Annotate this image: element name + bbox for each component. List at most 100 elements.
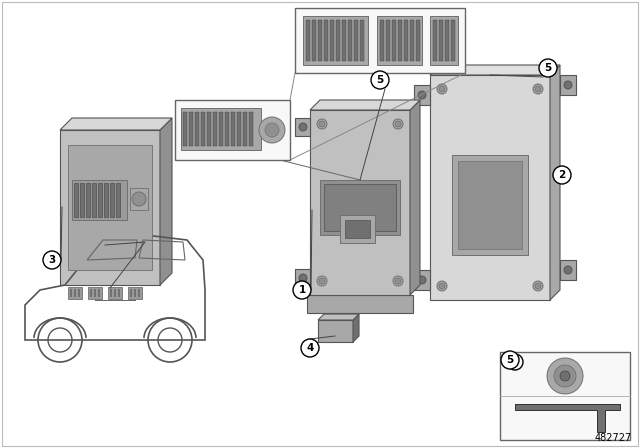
Bar — [183, 112, 187, 146]
Bar — [500, 352, 630, 440]
Bar — [416, 20, 420, 61]
Circle shape — [533, 281, 543, 291]
Bar — [118, 289, 120, 297]
Polygon shape — [414, 270, 430, 290]
Circle shape — [547, 358, 583, 394]
Polygon shape — [430, 75, 550, 300]
Bar — [324, 20, 328, 61]
Circle shape — [418, 91, 426, 99]
Circle shape — [265, 123, 279, 137]
Circle shape — [564, 81, 572, 89]
Bar — [134, 289, 136, 297]
Text: 1: 1 — [298, 285, 306, 295]
Bar — [354, 20, 358, 61]
Bar — [243, 112, 247, 146]
Bar — [324, 184, 396, 231]
Circle shape — [299, 274, 307, 282]
Circle shape — [395, 278, 401, 284]
Polygon shape — [550, 65, 560, 300]
Bar — [181, 108, 261, 150]
Bar — [336, 20, 340, 61]
Bar — [130, 188, 148, 210]
Bar — [345, 220, 370, 238]
Bar — [237, 112, 241, 146]
Circle shape — [43, 251, 61, 269]
Bar — [458, 161, 522, 249]
Bar — [114, 289, 116, 297]
Bar — [306, 20, 310, 61]
Bar — [213, 112, 217, 146]
Bar — [88, 287, 102, 299]
Bar — [439, 20, 443, 61]
Polygon shape — [318, 320, 353, 342]
Polygon shape — [160, 118, 172, 285]
Bar — [92, 183, 96, 217]
Bar — [312, 20, 316, 61]
Bar — [98, 183, 102, 217]
Circle shape — [533, 84, 543, 94]
Polygon shape — [353, 314, 359, 342]
Bar — [433, 20, 437, 61]
Circle shape — [535, 86, 541, 92]
Bar — [72, 180, 127, 220]
Circle shape — [301, 339, 319, 357]
Bar — [207, 112, 211, 146]
Circle shape — [439, 283, 445, 289]
Bar — [410, 20, 414, 61]
Text: 5: 5 — [376, 75, 383, 85]
Bar — [430, 16, 458, 65]
Bar — [110, 183, 114, 217]
Bar — [445, 20, 449, 61]
Circle shape — [299, 123, 307, 131]
Polygon shape — [515, 404, 620, 432]
Circle shape — [507, 354, 523, 370]
Bar — [104, 183, 108, 217]
Bar — [128, 287, 142, 299]
Bar — [94, 289, 96, 297]
Bar — [68, 287, 82, 299]
Bar — [201, 112, 205, 146]
Bar — [348, 20, 352, 61]
Bar — [320, 180, 400, 235]
Circle shape — [437, 281, 447, 291]
Bar — [74, 289, 76, 297]
Text: 482727: 482727 — [595, 433, 632, 443]
Circle shape — [293, 281, 311, 299]
Circle shape — [535, 283, 541, 289]
Bar — [340, 215, 375, 243]
Bar — [404, 20, 408, 61]
Bar — [249, 112, 253, 146]
Bar — [130, 289, 132, 297]
Text: 4: 4 — [307, 343, 314, 353]
Bar — [318, 20, 322, 61]
Circle shape — [319, 121, 325, 127]
Bar — [116, 183, 120, 217]
Bar — [90, 289, 92, 297]
Circle shape — [553, 166, 571, 184]
Bar — [189, 112, 193, 146]
Bar — [342, 20, 346, 61]
Bar — [386, 20, 390, 61]
Bar — [175, 100, 290, 160]
Circle shape — [539, 59, 557, 77]
Bar — [80, 183, 84, 217]
Circle shape — [564, 266, 572, 274]
Polygon shape — [60, 118, 172, 130]
Bar — [303, 16, 368, 65]
Text: 3: 3 — [49, 255, 56, 265]
Bar — [392, 20, 396, 61]
Bar — [231, 112, 235, 146]
Bar — [452, 155, 528, 255]
Text: 5: 5 — [545, 63, 552, 73]
Circle shape — [259, 117, 285, 143]
Polygon shape — [295, 118, 310, 136]
Circle shape — [395, 121, 401, 127]
Bar — [70, 289, 72, 297]
Text: 5: 5 — [506, 355, 514, 365]
Bar — [110, 289, 112, 297]
Circle shape — [317, 119, 327, 129]
Bar — [295, 8, 465, 73]
Bar — [380, 20, 384, 61]
Bar — [360, 20, 364, 61]
Polygon shape — [310, 100, 420, 110]
